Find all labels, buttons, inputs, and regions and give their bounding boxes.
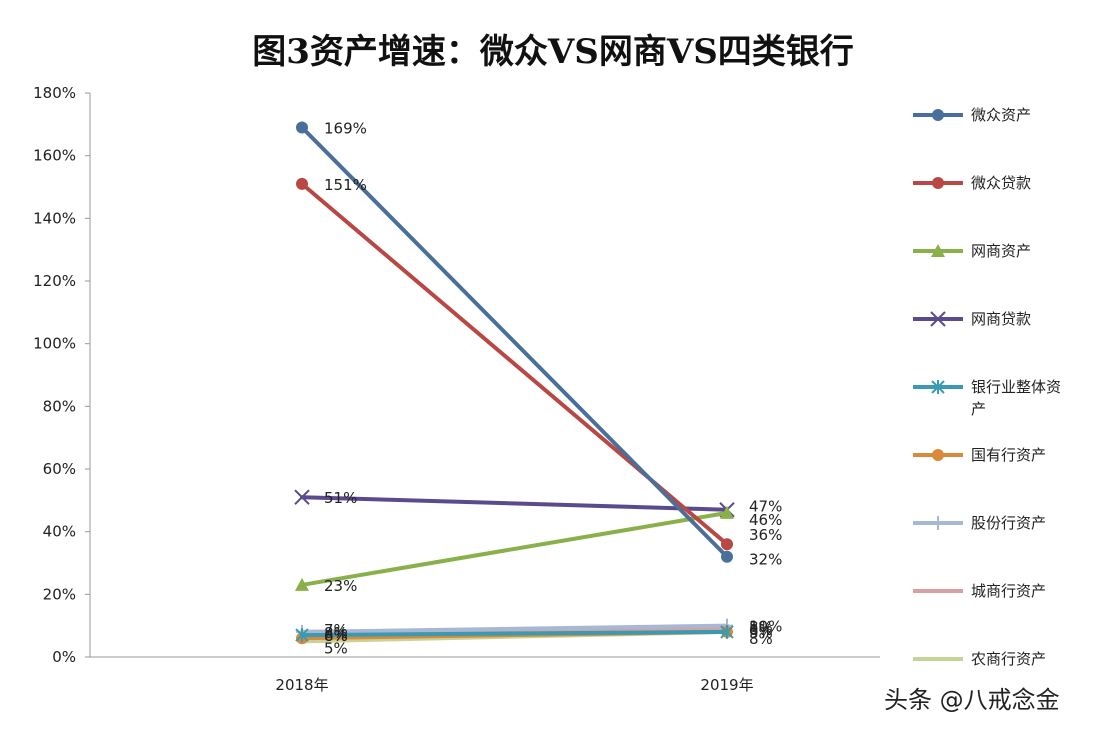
series-5 [295, 624, 734, 643]
legend-item-7: 股份行资产 [913, 514, 1046, 532]
series-line [300, 510, 729, 587]
data-label: 23% [324, 577, 357, 595]
legend-item-8: 城商行资产 [913, 582, 1046, 600]
series-line [300, 125, 729, 559]
data-label: 10% [749, 618, 782, 636]
data-label: 8% [749, 621, 773, 639]
legend-item-2: 微众贷款 [913, 174, 1031, 192]
y-tick-label: 140% [33, 209, 76, 227]
data-point [721, 538, 733, 551]
y-axis-ticks: 0% 20% 40% 60% 80% 100% 120% 140% 160% 180% [33, 84, 90, 666]
series-3 [295, 505, 734, 591]
legend-item-4: 网商贷款 [913, 310, 1031, 328]
data-label: 6% [324, 627, 348, 645]
legend: 微众资产微众贷款网商资产网商贷款银行业整体资产国有行资产股份行资产城商行资产农商… [913, 106, 1061, 668]
watermark: 头条 @八戒念金 [884, 686, 1060, 714]
data-point [295, 628, 309, 643]
legend-label: 银行业整体资产 [971, 378, 1061, 418]
data-point [720, 505, 734, 519]
data-label: 8% [749, 618, 773, 636]
legend-label: 微众贷款 [971, 174, 1031, 192]
data-label: 7% [324, 621, 348, 639]
legend-item-3: 网商资产 [913, 242, 1031, 260]
x-tick-label: 2019年 [700, 676, 753, 694]
data-point [296, 177, 308, 190]
series-line [300, 495, 729, 512]
data-label: 151% [324, 176, 367, 194]
data-label: 8% [324, 627, 348, 645]
legend-label: 农商行资产 [971, 650, 1046, 668]
data-label: 46% [749, 511, 782, 529]
y-tick-label: 0% [52, 648, 76, 666]
data-point [294, 489, 310, 505]
legend-item-1: 微众资产 [913, 106, 1031, 124]
series-1 [296, 121, 733, 563]
y-tick-label: 100% [33, 335, 76, 353]
data-label: 47% [749, 498, 782, 516]
series-lines [294, 121, 735, 645]
legend-marker [932, 516, 944, 530]
x-axis-ticks: 2018年 2019年 [275, 676, 753, 694]
y-tick-label: 160% [33, 147, 76, 165]
legend-marker [932, 109, 944, 121]
legend-marker [931, 380, 945, 394]
legend-marker [932, 449, 944, 461]
legend-marker [932, 177, 944, 189]
legend-item-9: 农商行资产 [913, 650, 1046, 668]
data-label: 32% [749, 551, 782, 569]
series-line [300, 623, 729, 634]
data-label: 36% [749, 526, 782, 544]
y-tick-label: 60% [43, 460, 76, 478]
legend-label: 股份行资产 [971, 514, 1046, 532]
chart-axes [89, 93, 880, 658]
data-label: 169% [324, 119, 367, 137]
series-line [300, 629, 729, 638]
data-point [721, 550, 733, 563]
y-tick-label: 120% [33, 272, 76, 290]
legend-label: 网商资产 [971, 242, 1031, 260]
legend-label: 微众资产 [971, 106, 1031, 124]
chart-title: 图3资产增速：微众VS网商VS四类银行 [252, 32, 854, 72]
legend-marker [930, 311, 946, 327]
data-label: 51% [324, 489, 357, 507]
y-tick-label: 80% [43, 397, 76, 415]
data-point [720, 624, 734, 639]
legend-label: 城商行资产 [971, 582, 1046, 600]
data-label: 9% [749, 624, 773, 642]
y-tick-label: 180% [33, 84, 76, 102]
data-label: 8% [324, 624, 348, 642]
legend-marker [931, 244, 945, 257]
legend-label: 网商贷款 [971, 310, 1031, 328]
legend-item-6: 国有行资产 [913, 446, 1046, 464]
data-label: 8% [749, 630, 773, 648]
legend-label: 国有行资产 [971, 446, 1046, 464]
data-point [295, 577, 309, 591]
x-tick-label: 2018年 [275, 676, 328, 694]
legend-item-5: 银行业整体资产 [913, 378, 1061, 418]
data-point [296, 121, 308, 134]
y-tick-label: 40% [43, 523, 76, 541]
data-labels: 169%32%151%36%23%46%51% 47%7% 8%6% 8%8% 10%8… [324, 119, 782, 657]
data-label: 5% [324, 639, 348, 657]
y-tick-label: 20% [43, 585, 76, 603]
